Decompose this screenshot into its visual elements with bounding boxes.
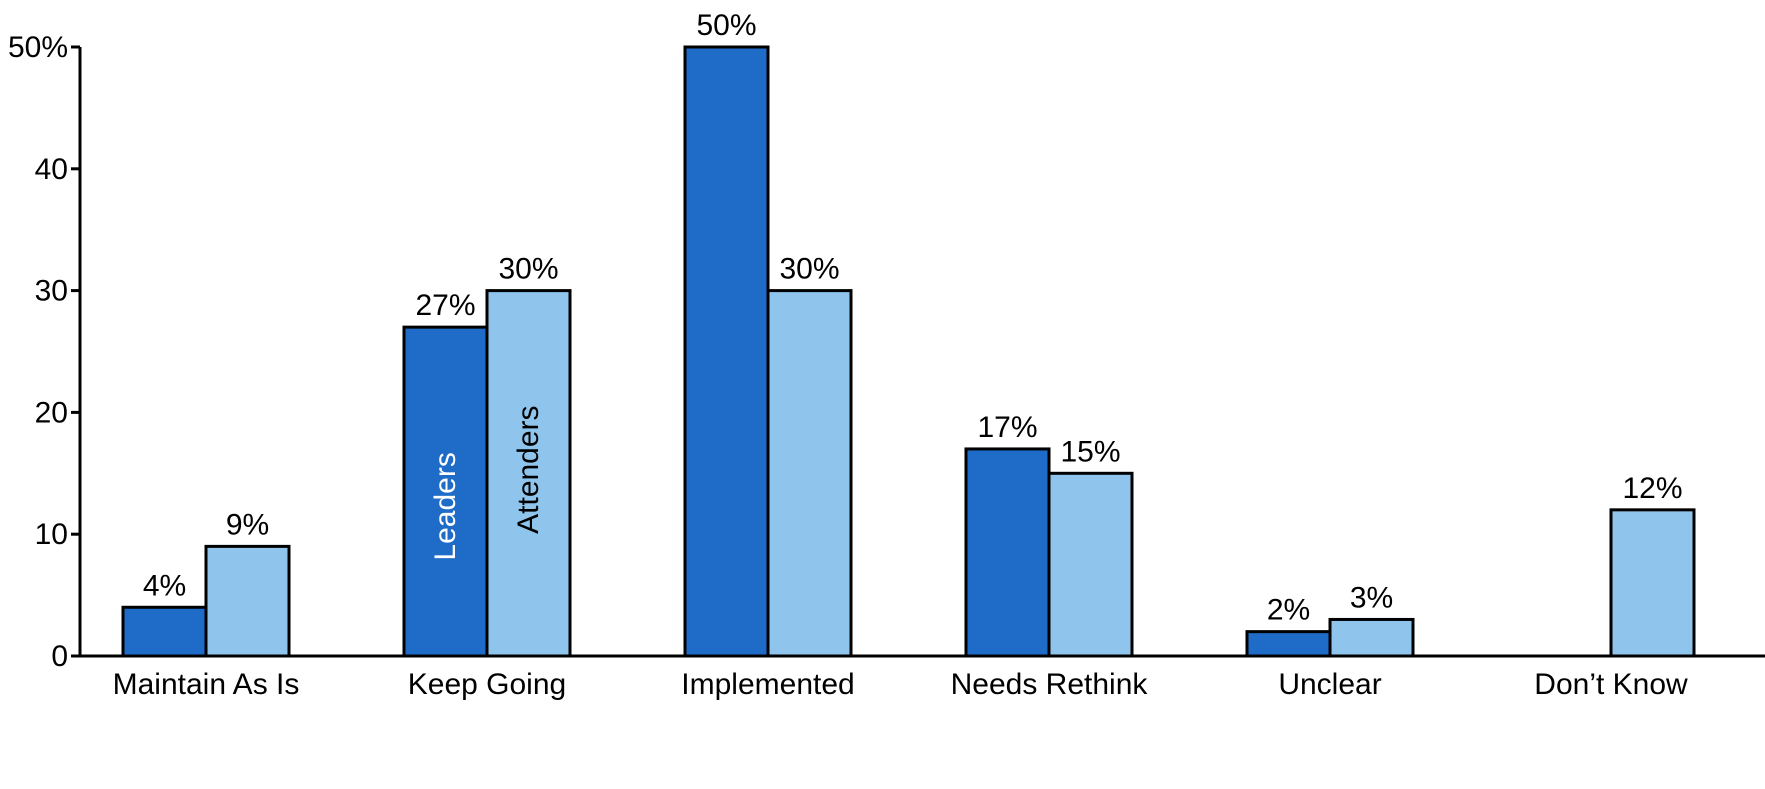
bar-attenders-2 [485,289,572,658]
data-label: 27% [415,289,475,322]
bar-leaders-1 [121,605,208,658]
bar-leaders-5 [1245,630,1332,658]
data-label: 15% [1060,435,1120,468]
x-category-label: Don’t Know [1534,668,1688,701]
series-label-attenders: Attenders [512,405,545,533]
bar-leaders-4 [964,447,1051,658]
x-category-label: Implemented [681,668,854,701]
bar-attenders-3 [766,289,853,658]
data-label: 17% [977,411,1037,444]
y-tick-label: 40 [35,153,68,186]
data-label: 2% [1267,594,1310,627]
y-tick-label: 30 [35,275,68,308]
data-label: 30% [498,253,558,286]
y-tick-label: 20 [35,396,68,429]
data-label: 4% [143,569,186,602]
data-label: 12% [1622,472,1682,505]
x-category-label: Needs Rethink [951,668,1149,701]
x-category-label: Keep Going [408,668,566,701]
series-label-leaders: Leaders [429,452,462,560]
x-axis: Maintain As Is Keep Going Implemented Needs… [80,654,1765,701]
y-tick-label: 0 [51,640,68,673]
bar-attenders-4 [1047,471,1134,658]
bar-leaders-2 [402,325,489,658]
y-tick-label: 10 [35,518,68,551]
bar-attenders-5 [1328,617,1415,658]
series-labels: Leaders Attenders [429,405,545,560]
data-label: 30% [779,253,839,286]
x-category-label: Unclear [1278,668,1381,701]
x-category-label: Maintain As Is [113,668,300,701]
bar-attenders-6 [1609,508,1696,658]
y-tick-label: 50% [8,31,68,64]
data-labels: 4% 27% 50% 17% 2% 9% 30% 30% 15% 3% 12% [143,9,1683,627]
bars [121,45,1696,658]
data-label: 50% [696,9,756,42]
data-label: 3% [1350,581,1393,614]
bar-attenders-1 [204,544,291,658]
y-axis: 0 10 20 30 40 50% [8,31,82,673]
data-label: 9% [226,508,269,541]
bar-leaders-3 [683,45,770,658]
